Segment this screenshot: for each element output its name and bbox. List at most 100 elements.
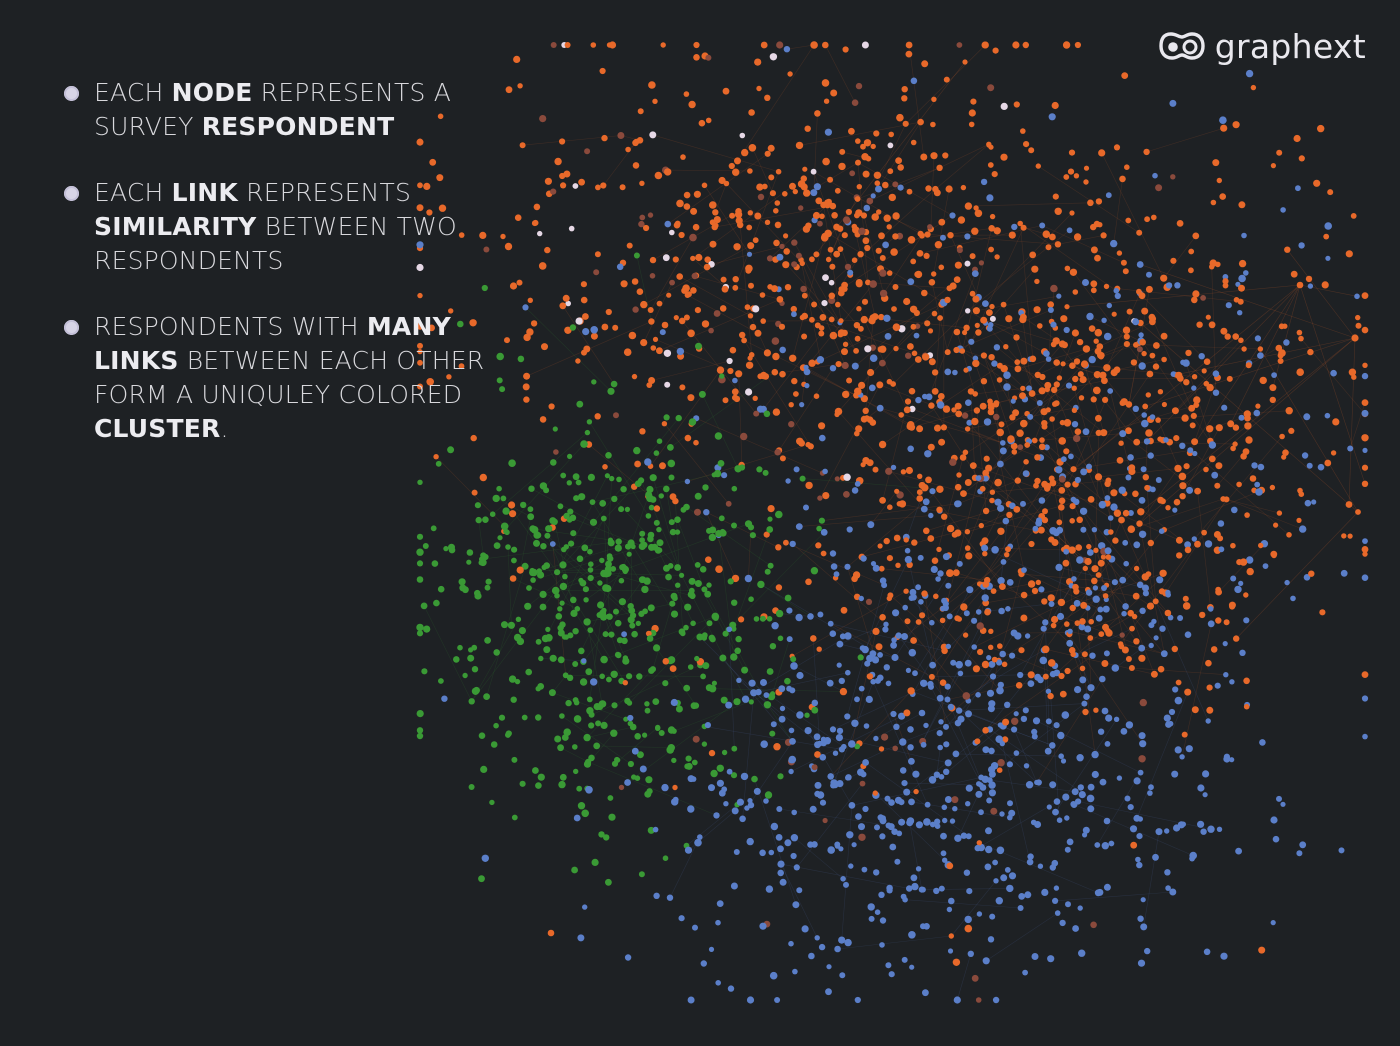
network-node xyxy=(480,765,488,774)
network-node xyxy=(1023,141,1030,148)
network-node xyxy=(949,458,957,466)
network-node xyxy=(428,324,435,332)
network-node xyxy=(1296,850,1303,857)
network-node xyxy=(583,597,589,603)
network-node xyxy=(878,313,885,321)
network-node xyxy=(960,832,968,839)
network-node xyxy=(659,462,666,470)
network-node xyxy=(1243,617,1250,624)
network-node xyxy=(1089,652,1096,659)
network-node xyxy=(462,672,468,679)
network-node xyxy=(1157,665,1165,673)
network-node xyxy=(577,934,585,942)
network-node xyxy=(1095,414,1102,422)
network-node xyxy=(844,263,852,271)
network-node xyxy=(801,292,808,299)
network-node xyxy=(896,113,904,122)
network-node xyxy=(1125,721,1134,729)
network-node xyxy=(1127,525,1136,533)
network-node xyxy=(1121,610,1127,617)
network-node xyxy=(1219,116,1227,124)
network-node xyxy=(922,353,930,361)
network-node xyxy=(520,501,527,509)
network-node xyxy=(961,412,969,419)
network-node xyxy=(416,560,424,567)
network-node xyxy=(838,162,846,171)
network-node xyxy=(987,705,995,713)
network-node xyxy=(1107,388,1114,394)
network-node xyxy=(1079,507,1088,515)
network-node xyxy=(954,276,960,282)
network-node xyxy=(723,801,729,807)
network-node xyxy=(928,402,935,409)
network-node xyxy=(858,325,864,332)
network-node xyxy=(774,448,781,456)
network-node xyxy=(475,516,482,524)
network-node xyxy=(636,673,643,680)
network-node xyxy=(1170,257,1177,264)
network-node xyxy=(801,333,808,340)
network-node xyxy=(566,480,572,486)
network-node xyxy=(634,775,641,781)
network-node xyxy=(559,582,568,591)
network-node xyxy=(627,603,634,610)
network-node xyxy=(528,485,535,492)
network-node xyxy=(860,771,867,778)
network-node xyxy=(860,415,868,423)
network-node xyxy=(1298,242,1305,249)
network-node xyxy=(693,439,699,446)
network-node xyxy=(613,608,619,615)
network-node xyxy=(931,557,939,564)
network-node xyxy=(1136,520,1143,527)
network-node xyxy=(574,606,581,612)
network-node xyxy=(1141,307,1149,315)
network-node xyxy=(1142,590,1149,597)
network-node xyxy=(511,557,517,564)
network-node xyxy=(841,232,848,239)
network-node xyxy=(1052,401,1058,407)
network-node xyxy=(1141,419,1149,428)
network-node xyxy=(1170,371,1177,377)
network-node xyxy=(578,493,586,501)
network-node xyxy=(1046,804,1052,810)
network-node xyxy=(768,174,775,181)
network-node xyxy=(508,501,516,509)
network-node xyxy=(550,459,557,466)
network-node xyxy=(1179,482,1187,490)
network-node xyxy=(729,212,736,219)
network-node xyxy=(623,348,632,357)
network-node xyxy=(972,307,981,315)
network-node xyxy=(613,412,619,419)
network-node xyxy=(656,547,663,553)
network-node xyxy=(814,781,822,789)
network-node xyxy=(664,220,672,228)
network-node xyxy=(732,276,739,283)
network-node xyxy=(1139,338,1146,346)
network-node xyxy=(821,300,828,307)
network-node xyxy=(1282,449,1289,457)
network-node xyxy=(767,505,775,513)
network-node xyxy=(1102,593,1109,599)
network-node xyxy=(1133,814,1141,822)
network-node xyxy=(569,514,577,522)
network-node xyxy=(1220,952,1228,960)
network-node xyxy=(478,875,485,883)
network-node xyxy=(624,779,631,786)
network-node xyxy=(845,669,851,676)
network-node xyxy=(1094,889,1102,897)
network-node xyxy=(416,204,424,212)
network-node xyxy=(708,749,716,757)
network-node xyxy=(1048,113,1056,121)
network-node xyxy=(877,652,883,658)
network-node xyxy=(902,604,908,611)
network-node xyxy=(1184,688,1192,696)
network-node xyxy=(603,834,610,841)
network-node xyxy=(547,929,555,937)
network-node xyxy=(940,234,946,241)
network-node xyxy=(974,738,981,745)
network-node xyxy=(795,523,803,530)
network-node xyxy=(968,121,975,128)
network-node xyxy=(1257,352,1264,359)
network-node xyxy=(1145,285,1153,293)
network-node xyxy=(1207,606,1214,612)
